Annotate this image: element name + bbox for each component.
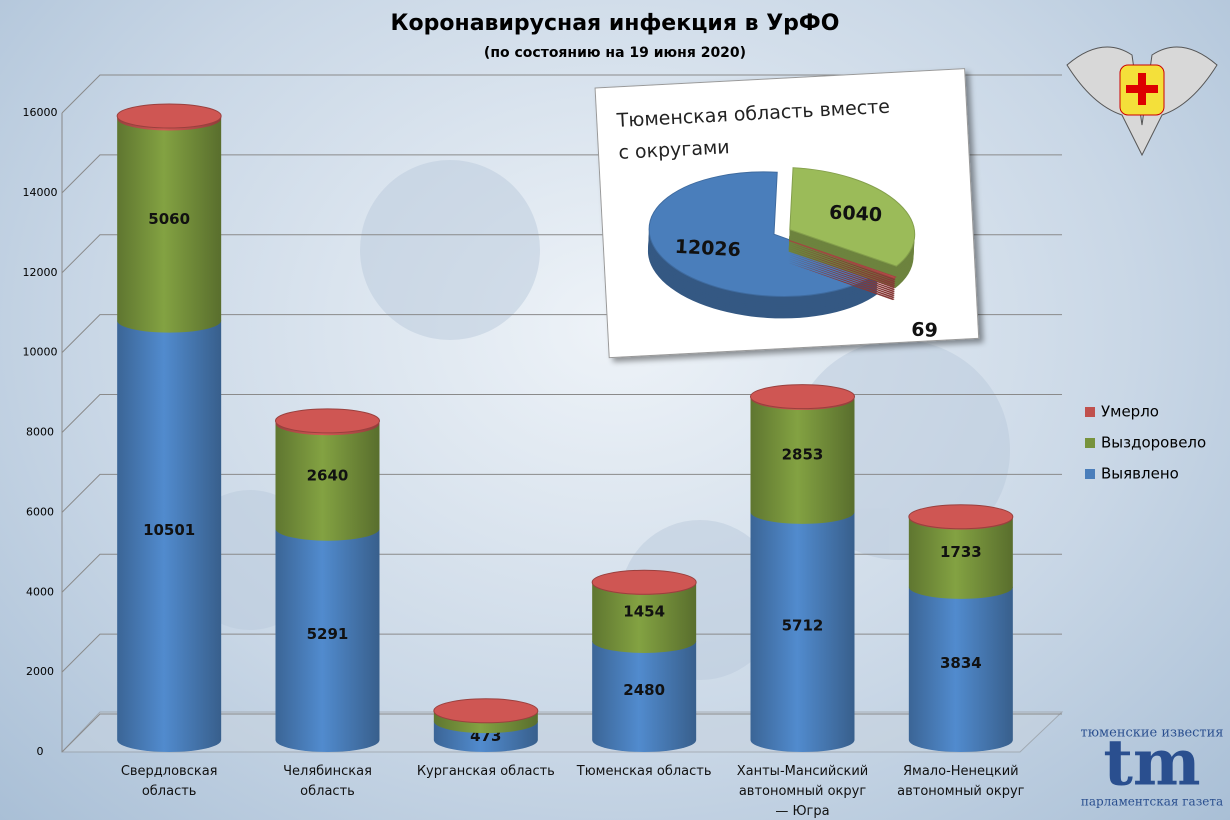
- grid-line: [61, 713, 1062, 753]
- bar-top: [591, 569, 697, 595]
- y-tick-label: 14000: [23, 186, 58, 199]
- pie-side: [788, 248, 896, 287]
- x-tick-label: Ханты-Мансийский автономный округ — Югра: [736, 764, 869, 819]
- y-tick-label: 10000: [23, 346, 58, 359]
- bar-top: [908, 504, 1014, 530]
- logo-top: тюменские известия: [1081, 726, 1224, 741]
- value-label: 5291: [307, 625, 349, 643]
- pie-side: [788, 246, 896, 285]
- pie-side: [788, 260, 895, 299]
- pie-value-label: 12026: [674, 236, 741, 261]
- pie-slice: [648, 171, 881, 297]
- chart-title: Коронавирусная инфекция в УрФО: [391, 11, 840, 36]
- pie-slice: [789, 167, 916, 267]
- bar-top: [275, 408, 380, 434]
- grid-line: [61, 473, 1062, 513]
- legend: Умерло Выздоровело Выявлено: [1085, 403, 1206, 483]
- bar-segment: [275, 423, 380, 541]
- legend-label: Умерло: [1101, 403, 1159, 421]
- legend-label: Выздоровело: [1101, 434, 1206, 452]
- legend-swatch: [1085, 469, 1095, 479]
- y-tick-label: 8000: [26, 426, 54, 439]
- grid-line: [61, 394, 1062, 433]
- pie-side: [788, 252, 896, 291]
- bar-segment: [117, 118, 222, 333]
- bar-top: [116, 103, 222, 129]
- bar-segment: [908, 586, 1013, 752]
- value-label: 2640: [307, 466, 349, 484]
- value-label: 2853: [782, 445, 824, 463]
- plot: 0 2000 4000 6000 8000 10000 12000 14000 16000 105…: [23, 74, 1064, 758]
- bar-segment: [275, 528, 380, 752]
- pie-side: [788, 244, 896, 283]
- bar-top: [433, 698, 539, 724]
- pie-side: [788, 258, 895, 297]
- value-label: 3834: [940, 654, 982, 672]
- y-tick-label: 2000: [26, 665, 54, 678]
- pie-side: [788, 254, 896, 293]
- x-tick-label: Курганская область: [416, 764, 555, 779]
- value-label: 10501: [143, 521, 195, 539]
- bar-segment: [750, 397, 855, 524]
- x-tick-label: Челябинская область: [283, 764, 372, 799]
- y-tick-label: 4000: [26, 585, 54, 598]
- value-label: 1733: [940, 543, 982, 561]
- bar-segment: [592, 640, 697, 752]
- grid-line: [61, 633, 1062, 673]
- value-label: 5712: [782, 616, 824, 634]
- x-tick-label: Тюменская область: [576, 764, 712, 779]
- chart-subtitle: (по состоянию на 19 июня 2020): [484, 45, 746, 61]
- bar-top: [750, 384, 855, 410]
- pie-slice: [788, 240, 897, 279]
- x-tick-label: Ямало-Ненецкий автономный округ: [897, 764, 1025, 799]
- pie: 12026 6040 69: [648, 167, 939, 342]
- logo-mark: tm: [1103, 726, 1200, 801]
- pie-side: [789, 242, 896, 281]
- grid-line: [61, 74, 1062, 114]
- bar-segment: [117, 320, 222, 752]
- y-tick-label: 12000: [23, 266, 58, 279]
- value-label: 1454: [623, 602, 665, 620]
- pie-side: [788, 262, 895, 301]
- legend-swatch: [1085, 438, 1095, 448]
- bar-segment: [908, 517, 1013, 599]
- pie-side: [788, 256, 895, 295]
- bar-segment: [592, 582, 697, 653]
- pie-side: [788, 250, 896, 289]
- legend-swatch: [1085, 407, 1095, 417]
- bar-segment: [750, 511, 855, 752]
- value-label: 2480: [623, 681, 665, 699]
- logo-bottom: парламентская газета: [1081, 795, 1223, 809]
- y-tick-label: 6000: [26, 505, 54, 518]
- value-label: 5060: [148, 210, 190, 228]
- x-tick-label: Свердловская область: [120, 764, 218, 799]
- y-tick-label: 0: [37, 745, 44, 758]
- pie-value-label: 69: [911, 319, 939, 342]
- grid-line: [61, 553, 1062, 593]
- legend-label: Выявлено: [1101, 465, 1179, 483]
- pie-value-label: 6040: [829, 202, 883, 227]
- emblem: [1066, 46, 1218, 157]
- y-tick-label: 16000: [23, 106, 58, 119]
